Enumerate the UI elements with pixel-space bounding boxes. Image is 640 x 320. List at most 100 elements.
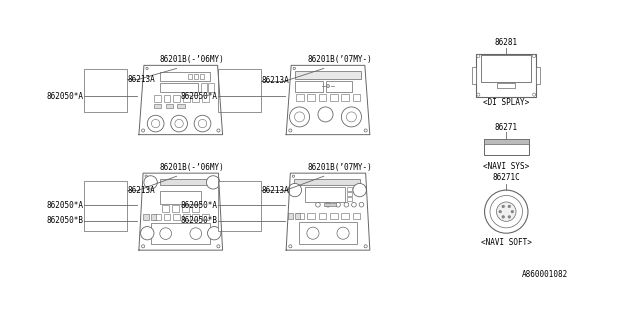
Circle shape bbox=[326, 203, 330, 207]
Bar bbox=[295, 71, 361, 78]
Circle shape bbox=[198, 119, 207, 128]
Text: 86201B(’07MY-): 86201B(’07MY-) bbox=[307, 163, 372, 172]
Circle shape bbox=[364, 245, 367, 248]
Text: 862050*A: 862050*A bbox=[180, 92, 217, 101]
Circle shape bbox=[207, 176, 220, 189]
Circle shape bbox=[341, 107, 362, 127]
Circle shape bbox=[217, 129, 220, 132]
Circle shape bbox=[508, 205, 511, 208]
Bar bbox=[319, 94, 326, 101]
Bar bbox=[154, 95, 161, 102]
Bar bbox=[154, 214, 161, 220]
Circle shape bbox=[289, 107, 310, 127]
Circle shape bbox=[190, 228, 202, 239]
Bar bbox=[202, 214, 209, 220]
Circle shape bbox=[502, 205, 504, 208]
Circle shape bbox=[147, 115, 164, 132]
Circle shape bbox=[477, 55, 480, 58]
Circle shape bbox=[503, 208, 509, 215]
Bar bbox=[295, 81, 323, 92]
Bar bbox=[173, 214, 180, 220]
Circle shape bbox=[289, 245, 292, 248]
Bar bbox=[299, 222, 357, 244]
Circle shape bbox=[532, 55, 536, 58]
Bar bbox=[330, 213, 338, 219]
Bar bbox=[164, 95, 170, 102]
Bar bbox=[353, 213, 360, 219]
Bar bbox=[476, 54, 536, 97]
Bar bbox=[183, 95, 189, 102]
Bar bbox=[173, 95, 180, 102]
Circle shape bbox=[490, 196, 522, 228]
Bar bbox=[472, 67, 476, 84]
Text: 86271: 86271 bbox=[495, 123, 518, 132]
Bar bbox=[200, 74, 204, 79]
Bar bbox=[305, 187, 344, 202]
Circle shape bbox=[346, 112, 356, 122]
Bar bbox=[296, 213, 304, 219]
Bar bbox=[183, 214, 189, 220]
Circle shape bbox=[532, 93, 536, 96]
Text: 86213A: 86213A bbox=[261, 186, 289, 195]
Bar bbox=[218, 69, 260, 112]
Bar bbox=[326, 81, 351, 92]
Bar bbox=[84, 181, 127, 231]
Bar bbox=[484, 139, 529, 156]
Circle shape bbox=[337, 227, 349, 239]
Circle shape bbox=[294, 112, 305, 122]
Circle shape bbox=[497, 202, 516, 221]
Bar bbox=[160, 83, 198, 92]
Bar bbox=[172, 205, 179, 212]
Circle shape bbox=[318, 107, 333, 122]
Text: 862050*A: 862050*A bbox=[46, 92, 83, 101]
Circle shape bbox=[146, 67, 148, 69]
Bar bbox=[324, 203, 337, 206]
Bar bbox=[193, 95, 199, 102]
Bar bbox=[202, 95, 209, 102]
Bar bbox=[177, 104, 185, 108]
Bar bbox=[194, 74, 198, 79]
Bar bbox=[319, 213, 326, 219]
Circle shape bbox=[141, 245, 145, 248]
Text: 86213A: 86213A bbox=[261, 76, 289, 85]
Circle shape bbox=[508, 216, 511, 218]
Bar bbox=[481, 55, 531, 82]
Bar bbox=[154, 104, 161, 108]
Circle shape bbox=[289, 129, 292, 132]
Text: 86201B(-’06MY): 86201B(-’06MY) bbox=[160, 163, 225, 172]
Bar bbox=[307, 94, 315, 101]
Polygon shape bbox=[286, 65, 370, 135]
Bar bbox=[150, 214, 156, 220]
Text: 86201B(’07MY-): 86201B(’07MY-) bbox=[307, 55, 372, 64]
Circle shape bbox=[175, 119, 183, 128]
Circle shape bbox=[353, 183, 366, 197]
Circle shape bbox=[207, 227, 221, 240]
Bar bbox=[166, 104, 173, 108]
Text: 862050*B: 862050*B bbox=[180, 216, 217, 225]
Circle shape bbox=[511, 210, 514, 213]
Bar bbox=[143, 214, 149, 220]
Bar bbox=[191, 205, 199, 212]
Text: A860001082: A860001082 bbox=[522, 270, 568, 279]
Bar bbox=[294, 213, 300, 219]
Circle shape bbox=[194, 115, 211, 132]
Bar bbox=[152, 223, 210, 244]
Bar bbox=[347, 187, 352, 191]
Bar bbox=[294, 179, 360, 186]
Bar bbox=[208, 83, 214, 92]
Text: <NAVI SOFT>: <NAVI SOFT> bbox=[481, 238, 532, 247]
Bar bbox=[497, 83, 515, 88]
Bar bbox=[307, 213, 315, 219]
Bar bbox=[330, 94, 338, 101]
Bar bbox=[341, 94, 349, 101]
Circle shape bbox=[477, 93, 480, 96]
Bar bbox=[164, 214, 170, 220]
Polygon shape bbox=[139, 65, 223, 135]
Bar bbox=[188, 74, 192, 79]
Circle shape bbox=[288, 183, 301, 197]
Circle shape bbox=[292, 175, 294, 177]
Bar bbox=[296, 94, 304, 101]
Bar bbox=[341, 213, 349, 219]
Circle shape bbox=[326, 84, 330, 88]
Bar bbox=[159, 191, 201, 204]
